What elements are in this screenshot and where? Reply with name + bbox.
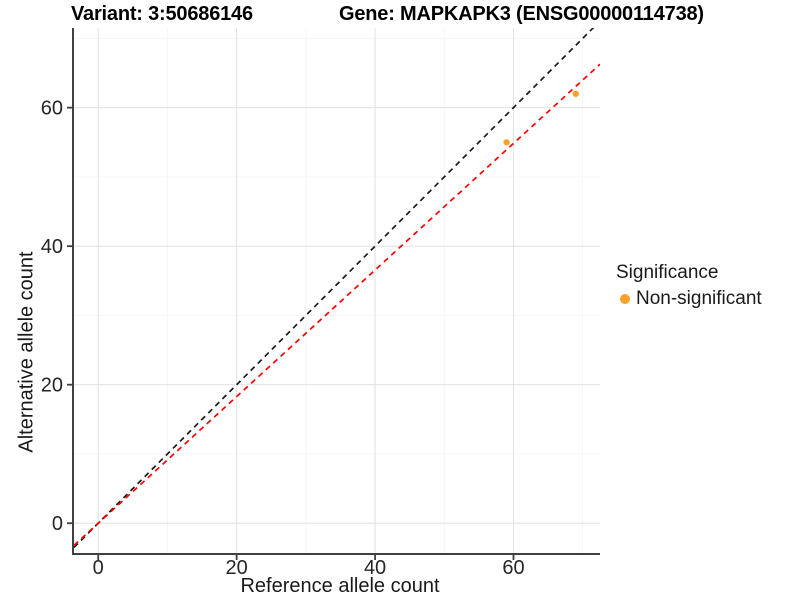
non-significant-dot-icon	[620, 294, 630, 304]
x-tick-label: 20	[226, 557, 248, 579]
legend-title: Significance	[616, 262, 719, 283]
legend: Significance Non-significant	[616, 262, 762, 310]
legend-item-label: Non-significant	[636, 288, 762, 309]
identity-line	[74, 28, 595, 549]
data-point	[503, 139, 510, 146]
fit-line	[74, 63, 600, 547]
y-tick-label: 0	[52, 513, 63, 535]
x-axis-title: Reference allele count	[240, 575, 440, 597]
x-tick-label: 60	[502, 557, 524, 579]
y-axis-title: Alternative allele count	[15, 251, 38, 453]
legend-item-non-significant: Non-significant	[616, 288, 762, 310]
y-tick-label: 20	[41, 375, 63, 397]
y-tick-label: 60	[41, 98, 63, 120]
variant-title: Variant: 3:50686146	[71, 3, 253, 25]
x-tick-label: 0	[93, 557, 104, 579]
x-tick-label: 40	[364, 557, 386, 579]
y-tick-label: 40	[41, 236, 63, 258]
data-point	[572, 90, 579, 97]
gene-title: Gene: MAPKAPK3 (ENSG00000114738)	[339, 3, 704, 25]
